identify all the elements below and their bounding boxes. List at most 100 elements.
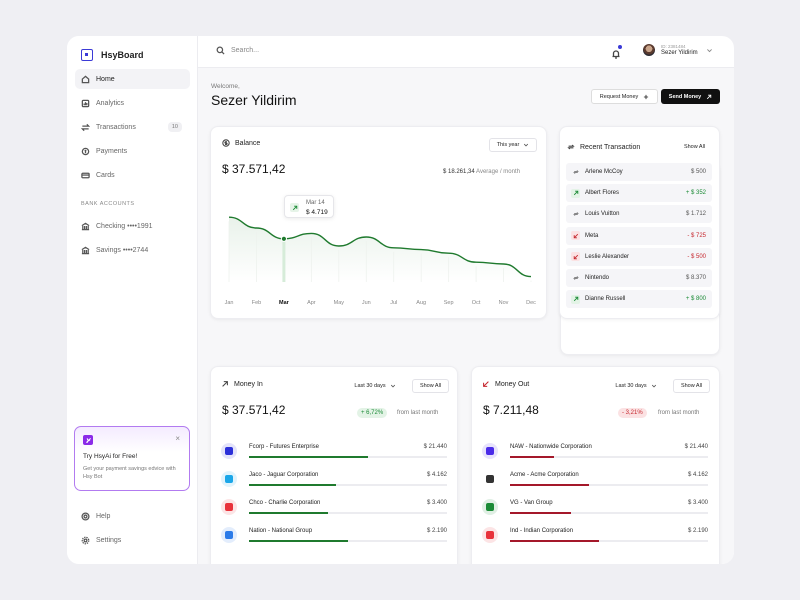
company-row[interactable]: Chco - Charlie Corporation $ 3.400 <box>221 497 447 519</box>
close-icon[interactable]: × <box>175 434 180 443</box>
company-name: Jaco - Jaguar Corporation <box>249 472 319 478</box>
recent-title-label: Recent Transaction <box>580 143 641 151</box>
money-in-change-badge: + 6,72% <box>357 408 388 418</box>
bank-accounts-label: BANK ACCOUNTS <box>81 201 135 207</box>
transaction-row[interactable]: Arlene McCoy $ 500 <box>566 163 712 181</box>
chart-point[interactable] <box>280 235 288 242</box>
company-progress-track <box>510 484 708 486</box>
sidebar-item-settings[interactable]: Settings <box>75 530 190 550</box>
promo-card[interactable]: × Try HsyAi for Free! Get your payment s… <box>74 426 190 491</box>
main-nav: Home Analytics Transactions 10 Payments … <box>75 69 190 189</box>
home-icon <box>81 75 90 83</box>
money-in-title-label: Money In <box>234 380 263 388</box>
company-logo-icon <box>221 499 237 515</box>
sidebar-item-checking[interactable]: Checking ••••1991 <box>75 216 190 236</box>
chart-tooltip: Mar 14 $ 4.719 <box>284 195 334 218</box>
sidebar-item-home[interactable]: Home <box>75 69 190 89</box>
notification-button[interactable] <box>611 45 622 59</box>
transaction-row[interactable]: Louis Vuitton $ 1.712 <box>566 205 712 224</box>
transaction-row[interactable]: Dianne Russell + $ 800 <box>566 290 712 309</box>
balance-title: Balance <box>222 139 260 147</box>
company-logo-mark <box>486 447 494 455</box>
page-title: Sezer Yildirim <box>211 92 297 108</box>
request-money-button[interactable]: Request Money <box>591 89 658 104</box>
bottom-nav: Help Settings <box>75 506 190 554</box>
company-name: VG - Van Group <box>510 500 553 506</box>
arrow-up-right-icon <box>571 294 580 304</box>
balance-title-label: Balance <box>235 139 261 147</box>
company-row[interactable]: Ind - Indian Corporation $ 2.190 <box>482 525 708 547</box>
transaction-row[interactable]: Meta - $ 725 <box>566 226 712 245</box>
sidebar-item-cards[interactable]: Cards <box>75 165 190 185</box>
company-amount: $ 4.162 <box>426 472 447 478</box>
sidebar-item-savings[interactable]: Savings ••••2744 <box>75 240 190 260</box>
chart-tick-label: Nov <box>499 300 509 306</box>
user-menu[interactable]: ID: 2381484 Sezer Yildirim <box>643 44 713 56</box>
money-in-period-select[interactable]: Last 30 days <box>349 379 401 393</box>
chevron-down-icon <box>524 143 529 147</box>
transaction-row[interactable]: Nintendo $ 8.370 <box>566 269 712 287</box>
transaction-row[interactable]: Leslie Alexander - $ 500 <box>566 247 712 266</box>
money-out-period-select[interactable]: Last 30 days <box>610 379 662 393</box>
search-input[interactable]: Search... <box>231 47 260 54</box>
company-logo-mark <box>486 531 494 539</box>
money-in-show-all-button[interactable]: Show All <box>412 379 449 393</box>
company-name: Chco - Charlie Corporation <box>249 500 321 506</box>
company-row[interactable]: VG - Van Group $ 3.400 <box>482 497 708 519</box>
company-row[interactable]: Fcorp - Futures Enterprise $ 21.440 <box>221 441 447 463</box>
company-amount: $ 21.440 <box>684 444 708 450</box>
company-progress-fill <box>249 540 348 542</box>
arrow-down-left-icon <box>571 252 580 262</box>
arrow-up-right-icon <box>290 203 299 212</box>
company-logo-mark <box>225 503 233 511</box>
main-content: Welcome, Sezer Yildirim Request Money Se… <box>198 68 734 564</box>
sidebar-item-analytics[interactable]: Analytics <box>75 93 190 113</box>
bank-icon <box>81 222 90 230</box>
money-out-show-all-button[interactable]: Show All <box>673 379 710 393</box>
company-progress-track <box>249 512 447 514</box>
company-name: Acme - Acme Corporation <box>510 472 579 478</box>
balance-line-chart[interactable]: Jan Feb Mar Apr May Jun Jul Aug Sep Oct Nov Dec <box>219 187 541 312</box>
user-id: ID: 2381484 <box>661 44 686 49</box>
money-out-title-label: Money Out <box>495 380 530 388</box>
logo[interactable]: HsyBoard <box>81 49 144 61</box>
company-logo-icon <box>482 499 498 515</box>
company-row[interactable]: Nation - National Group $ 2.190 <box>221 525 447 547</box>
period-label: Last 30 days <box>354 383 386 389</box>
sidebar-item-label: Cards <box>96 171 115 179</box>
promo-title: Try HsyAi for Free! <box>83 453 138 460</box>
balance-card: Balance This year $ 37.571,42 $ 18.261,3… <box>210 126 547 319</box>
search-bar[interactable]: Search... <box>216 46 259 55</box>
company-amount: $ 3.400 <box>426 500 447 506</box>
bank-icon <box>81 246 90 254</box>
sidebar-item-help[interactable]: Help <box>75 506 190 526</box>
money-out-change-badge: - 3,21% <box>618 408 647 418</box>
chart-tick-label: Oct <box>472 300 481 306</box>
money-in-card: Money In Last 30 days Show All $ 37.571,… <box>210 366 458 564</box>
company-row[interactable]: Acme - Acme Corporation $ 4.162 <box>482 469 708 491</box>
company-name: Ind - Indian Corporation <box>510 528 574 534</box>
company-progress-track <box>510 456 708 458</box>
company-logo-icon <box>221 471 237 487</box>
send-money-button[interactable]: Send Money <box>661 89 720 104</box>
period-select[interactable]: This year <box>489 138 537 152</box>
tooltip-value: $ 4.719 <box>306 209 328 216</box>
transaction-name: Albert Flores <box>585 190 620 197</box>
money-in-title: Money In <box>221 380 263 388</box>
recent-transactions-panel: Recent Transaction Show All Arlene McCoy… <box>559 126 720 319</box>
company-row[interactable]: NAW - Nationwide Corporation $ 21.440 <box>482 441 708 463</box>
transfer-icon <box>571 210 580 219</box>
transaction-amount: $ 1.712 <box>685 211 706 218</box>
sidebar-item-payments[interactable]: Payments <box>75 141 190 161</box>
transfer-icon <box>571 168 580 177</box>
money-out-amount: $ 7.211,48 <box>483 403 539 417</box>
tooltip-date: Mar 14 <box>306 200 325 206</box>
chevron-down-icon <box>390 384 395 388</box>
company-progress-fill <box>510 540 600 542</box>
company-row[interactable]: Jaco - Jaguar Corporation $ 4.162 <box>221 469 447 491</box>
sidebar-item-label: Payments <box>96 147 128 155</box>
recent-show-all-button[interactable]: Show All <box>676 140 713 154</box>
transaction-row[interactable]: Albert Flores + $ 352 <box>566 184 712 203</box>
sidebar-item-transactions[interactable]: Transactions 10 <box>75 117 190 137</box>
company-progress-fill <box>249 456 368 458</box>
